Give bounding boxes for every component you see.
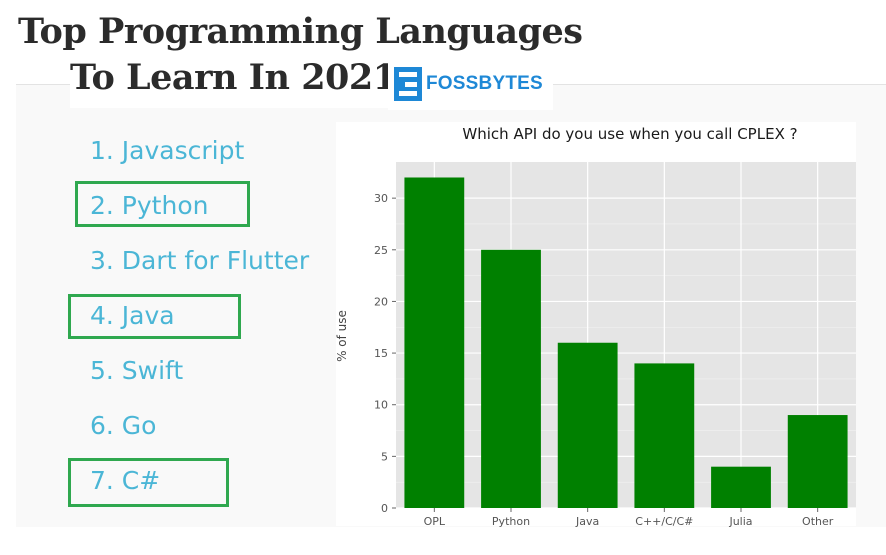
chart-title: Which API do you use when you call CPLEX… — [462, 125, 797, 143]
y-axis-label: % of use — [335, 310, 349, 362]
x-tick-label: Julia — [728, 515, 752, 528]
language-item-2: 2. Python — [90, 191, 209, 220]
language-item-7: 7. C# — [90, 466, 161, 495]
language-item-6: 6. Go — [90, 411, 157, 440]
bar-Julia — [711, 466, 771, 508]
y-tick-label: 30 — [374, 192, 388, 205]
bar-Other — [787, 415, 848, 508]
language-item-5: 5. Swift — [90, 356, 184, 385]
y-axis-ticks: 0 5 10 15 20 25 30 — [374, 192, 396, 515]
fossbytes-logo-icon — [394, 67, 422, 101]
language-item-1: 1. Javascript — [90, 136, 245, 165]
x-tick-label: Other — [802, 515, 834, 528]
language-item-4: 4. Java — [90, 301, 175, 330]
bar-Java — [557, 342, 618, 508]
page-title-line1: Top Programming Languages — [18, 14, 589, 49]
highlight-box-java — [68, 294, 241, 339]
plot-area — [396, 162, 856, 508]
bar-Python — [481, 249, 541, 508]
highlight-box-python — [75, 181, 250, 227]
y-tick-label: 0 — [381, 502, 388, 515]
y-tick-label: 25 — [374, 244, 388, 257]
y-tick-label: 10 — [374, 399, 388, 412]
fossbytes-logo: FOSSBYTES — [388, 58, 553, 110]
x-axis-ticks: OPL Python Java C++/C/C# Julia Other — [424, 508, 834, 528]
y-tick-label: 5 — [381, 450, 388, 463]
x-tick-label: Python — [492, 515, 530, 528]
bar-OPL — [404, 177, 465, 508]
x-tick-label: C++/C/C# — [635, 515, 693, 528]
bars — [404, 177, 848, 508]
logo-text: FOSSBYTES — [426, 73, 543, 94]
highlight-box-csharp — [68, 458, 229, 507]
bar-C++/C/C# — [634, 363, 695, 508]
language-item-3: 3. Dart for Flutter — [90, 246, 310, 275]
y-tick-label: 20 — [374, 295, 388, 308]
y-tick-label: 15 — [374, 347, 388, 360]
page-title-line2: To Learn In 2021 — [70, 60, 407, 108]
x-tick-label: Java — [575, 515, 599, 528]
x-tick-label: OPL — [424, 515, 446, 528]
